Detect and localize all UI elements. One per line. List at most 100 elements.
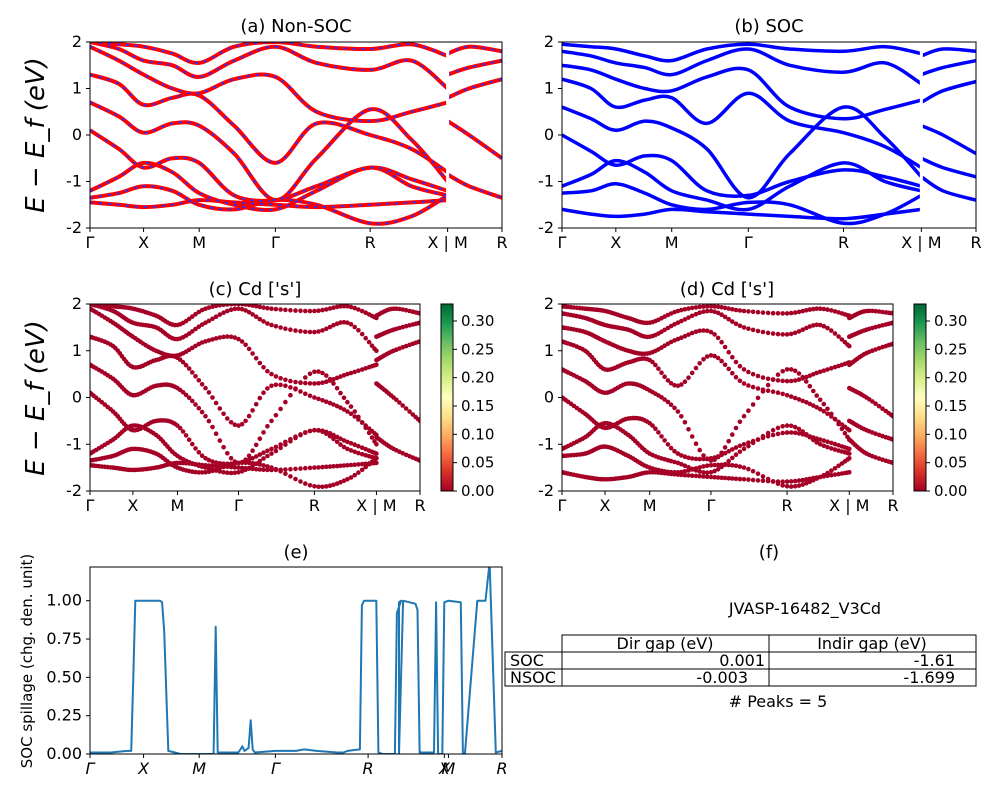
cbar-label-c-1: 0.05 [461,454,494,472]
proj-dot-c-band4-79 [338,436,343,442]
proj-dot-c-band1-46 [206,469,212,475]
proj-dot-c-band6-71 [307,393,313,399]
proj-dot-c-band7-84 [356,368,361,374]
proj-dot-d-band9-66 [755,309,761,315]
cbar-label-d-1: 0.05 [934,454,967,472]
proj-dot-d-band3-74 [792,424,798,430]
proj-dot-c-band9-66 [283,307,288,313]
proj-dot-c-band9-70 [303,308,308,314]
proj-dot-c-band3-48 [213,468,219,473]
proj-dot-c-band9-60 [257,304,263,310]
proj-dot-d-band6-72 [784,392,790,398]
band-a-band7 [90,44,449,124]
proj-dot-d-band4-49 [689,456,695,461]
xtick-label-d-6: R [887,496,898,515]
proj-dot-d-band1-54 [708,474,714,480]
proj-dot-c-band1-69 [298,479,303,484]
proj-dot-d-band6-86 [836,419,841,425]
proj-dot-c-band3-79 [338,442,343,447]
proj-dot-c-band2-47 [210,463,215,469]
proj-dot-c-band8-85 [359,331,365,337]
proj-dot-d-band3-55 [712,468,717,474]
proj-dot-c-band9-61 [261,305,266,310]
proj-dot-d-band6-62 [737,378,743,384]
proj-dot-c-band6-66 [283,383,288,389]
proj-dot-c-band4-82 [348,441,354,446]
proj-dot-d-band10-18 [890,460,893,466]
proj-dot-d-band4-61 [733,445,739,450]
proj-dot-c-band8-90 [374,348,379,354]
proj-dot-d-band1-59 [726,476,731,481]
proj-dot-d-band4-65 [750,438,756,444]
proj-dot-c-band3-82 [348,448,354,453]
proj-dot-d-band2-72 [784,484,790,489]
proj-dot-c-band8-74 [320,328,325,333]
proj-dot-d-band1-60 [730,476,735,481]
proj-dot-d-band6-41 [662,374,667,380]
proj-dot-d-band2-54 [708,463,714,468]
proj-dot-c-band7-60 [257,360,263,366]
colorbar-d: 0.00 0.05 0.10 0.15 0.20 0.25 0.30 [913,303,967,500]
proj-dot-d-band4-64 [746,440,751,446]
xtick-label-e-4: R [363,759,374,778]
proj-dot-c-band11-11 [397,400,402,405]
proj-dot-d-band4-73 [788,430,794,435]
proj-dot-d-band8-87 [839,337,845,342]
proj-dot-d-band3-58 [722,461,728,467]
xtick-label-d-5: X | M [829,496,869,515]
proj-dot-d-band9-62 [737,308,743,313]
axes-frame-e [89,566,503,755]
proj-dot-c-band5-46 [206,418,212,424]
xtick-label-c-6: R [414,496,425,515]
xtick-label-e-0: Γ [86,759,96,778]
xtick-label-b-2: M [665,233,679,252]
proj-dot-d-band1-65 [750,477,756,483]
xtick-label-a-5: X | M [427,233,467,252]
row-soc-indir: -1.61 [914,651,955,670]
proj-dot-c-band9-42 [193,311,198,317]
xtick-label-d-2: M [643,496,657,515]
proj-dot-d-band2-43 [668,469,674,475]
proj-dot-d-band6-90 [847,427,852,433]
proj-dot-d-band6-38 [653,362,658,368]
proj-dot-c-band3-83 [352,449,358,455]
proj-dot-c-band3-84 [356,450,361,456]
proj-dot-d-band8-61 [733,321,739,327]
proj-dot-c-band9-55 [239,304,245,307]
proj-dot-c-band6-81 [345,409,350,414]
proj-dot-c-band5-54 [236,460,241,466]
proj-dot-d-band2-78 [807,479,813,485]
proj-dot-d-band7-64 [746,369,751,375]
proj-dot-c-band8-58 [250,312,255,317]
proj-dot-c-band8-69 [298,329,303,334]
xtick-label-a-2: M [192,233,206,252]
proj-dot-c-band4-85 [359,445,365,451]
proj-dot-c-band9-54 [236,304,241,307]
proj-dot-d-band8-72 [784,332,790,337]
proj-dot-c-band8-72 [312,329,317,335]
proj-dot-d-band4-52 [701,456,706,462]
proj-dot-d-band5-79 [811,388,816,394]
proj-dot-c-band4-73 [316,427,321,433]
proj-dot-c-band6-52 [228,420,234,425]
proj-dot-d-band8-54 [708,308,714,314]
proj-dot-c-band8-62 [265,321,270,326]
proj-dot-c-band4-84 [356,443,361,449]
proj-dot-c-band6-58 [250,408,255,413]
proj-dot-d-band2-53 [704,463,710,469]
proj-dot-d-band6-75 [796,397,802,402]
proj-dot-c-band6-44 [199,382,205,387]
band-a-band12 [446,77,502,100]
proj-dot-d-band8-76 [800,327,805,333]
proj-dot-d-band8-80 [814,322,819,328]
proj-dot-c-band8-46 [206,318,212,324]
proj-dot-d-band5-65 [750,402,756,407]
band-b-band1 [562,207,922,221]
proj-dot-c-band9-51 [225,304,230,307]
proj-dot-c-band4-69 [298,432,303,437]
proj-dot-d-band7-55 [712,332,717,337]
proj-dot-d-band5-81 [817,397,823,403]
proj-dot-c-band7-46 [206,338,212,343]
proj-dot-d-band5-51 [697,447,702,453]
proj-dot-c-band9-71 [307,308,313,314]
